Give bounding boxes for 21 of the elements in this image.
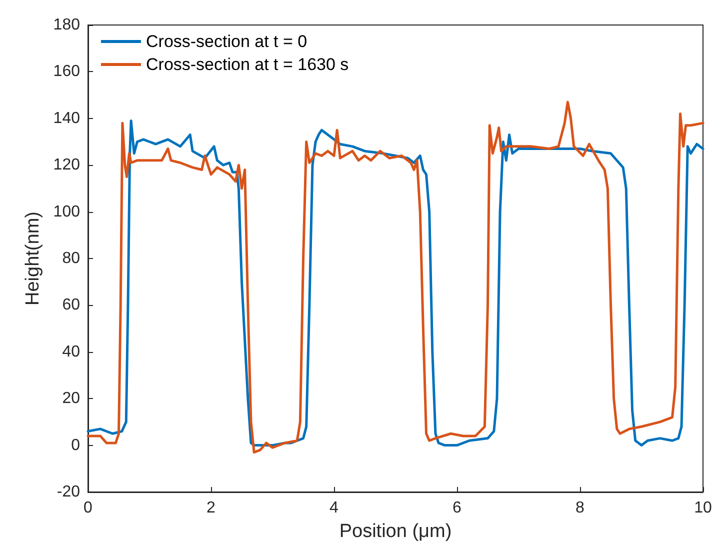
x-tick-label: 6 — [452, 500, 462, 516]
y-tick-label: 20 — [62, 390, 80, 408]
y-tick-label: 120 — [53, 156, 80, 174]
y-tick-label: 180 — [53, 16, 80, 34]
x-tick-label: 0 — [84, 500, 93, 516]
y-tick-label: 160 — [53, 63, 80, 80]
legend-label: Cross-section at t = 1630 s — [146, 55, 349, 74]
x-tick-label: 8 — [576, 500, 585, 516]
y-tick-label: 60 — [62, 296, 80, 314]
y-tick-label: 140 — [53, 110, 80, 127]
x-axis-title: Position (μm) — [339, 521, 452, 542]
x-tick-label: 4 — [330, 500, 339, 516]
y-axis-title: Height(nm) — [22, 212, 44, 306]
legend-label: Cross-section at t = 0 — [146, 32, 308, 51]
y-tick-label: 100 — [53, 203, 80, 220]
x-tick-label: 2 — [206, 500, 216, 516]
y-tick-label: 40 — [62, 343, 80, 360]
x-tick-label: 10 — [694, 500, 712, 516]
y-tick-label: 0 — [71, 436, 80, 454]
y-tick-label: 80 — [62, 250, 80, 267]
y-tick-label: -20 — [56, 484, 80, 500]
